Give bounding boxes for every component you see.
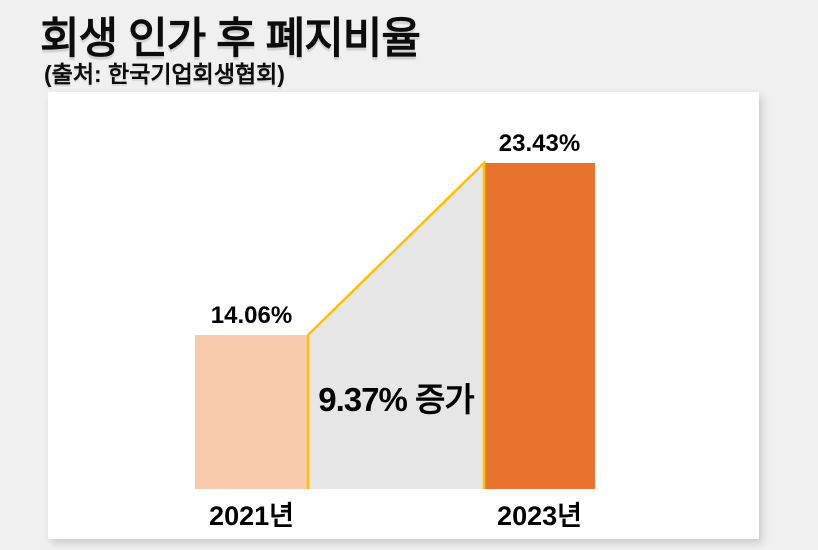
increase-connector-shape <box>308 163 484 489</box>
axis-label-2021: 2021년 <box>209 501 294 531</box>
value-label-2023: 23.43% <box>498 130 581 157</box>
chart-card: 14.06% 23.43% 9.37% 증가 2021년 2023년 <box>48 92 759 539</box>
value-label-2021: 14.06% <box>210 302 293 329</box>
chart-canvas <box>195 160 595 489</box>
axis-label-2023: 2023년 <box>497 501 582 531</box>
connector-border-line <box>306 160 486 489</box>
chart-title: 회생 인가 후 폐지비율 <box>40 15 421 63</box>
bar-2023 <box>484 163 595 489</box>
chart-source: (출처: 한국기업회생협회) <box>44 61 285 87</box>
bar-2021 <box>195 335 308 489</box>
increase-annotation: 9.37% 증가 <box>318 381 474 418</box>
